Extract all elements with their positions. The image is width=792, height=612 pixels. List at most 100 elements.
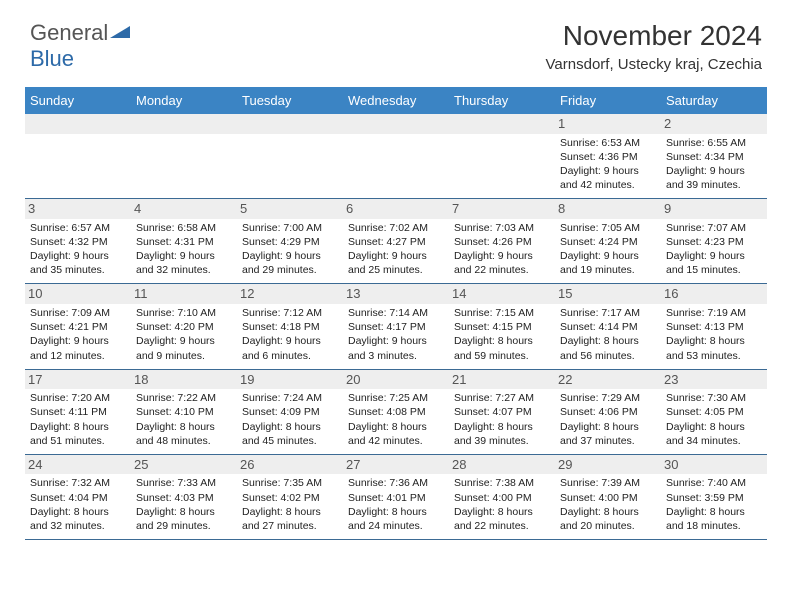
day-number: 25	[131, 455, 237, 475]
sunset-line: Sunset: 4:24 PM	[560, 235, 656, 249]
sunset-line: Sunset: 4:11 PM	[30, 405, 126, 419]
logo-text: GeneralBlue	[30, 20, 132, 72]
empty-day	[449, 114, 555, 134]
logo-part2: Blue	[30, 46, 74, 71]
day-number: 26	[237, 455, 343, 475]
logo: GeneralBlue	[30, 20, 132, 72]
calendar-cell: 11Sunrise: 7:10 AMSunset: 4:20 PMDayligh…	[131, 284, 237, 368]
calendar-cell: 10Sunrise: 7:09 AMSunset: 4:21 PMDayligh…	[25, 284, 131, 368]
daylight-line: Daylight: 9 hours and 9 minutes.	[136, 334, 232, 362]
header: GeneralBlue November 2024 Varnsdorf, Ust…	[0, 0, 792, 81]
calendar-cell: 13Sunrise: 7:14 AMSunset: 4:17 PMDayligh…	[343, 284, 449, 368]
calendar-cell: 22Sunrise: 7:29 AMSunset: 4:06 PMDayligh…	[555, 370, 661, 454]
day-number: 8	[555, 199, 661, 219]
sunset-line: Sunset: 4:02 PM	[242, 491, 338, 505]
day-number: 24	[25, 455, 131, 475]
sunrise-line: Sunrise: 7:32 AM	[30, 476, 126, 490]
daylight-line: Daylight: 8 hours and 22 minutes.	[454, 505, 550, 533]
daylight-line: Daylight: 8 hours and 18 minutes.	[666, 505, 762, 533]
day-header-cell: Tuesday	[237, 87, 343, 114]
calendar-cell: 19Sunrise: 7:24 AMSunset: 4:09 PMDayligh…	[237, 370, 343, 454]
day-number: 17	[25, 370, 131, 390]
sunset-line: Sunset: 4:05 PM	[666, 405, 762, 419]
sunset-line: Sunset: 4:04 PM	[30, 491, 126, 505]
daylight-line: Daylight: 9 hours and 12 minutes.	[30, 334, 126, 362]
sunset-line: Sunset: 4:29 PM	[242, 235, 338, 249]
sunrise-line: Sunrise: 6:57 AM	[30, 221, 126, 235]
daylight-line: Daylight: 9 hours and 6 minutes.	[242, 334, 338, 362]
sunrise-line: Sunrise: 7:35 AM	[242, 476, 338, 490]
calendar-cell: 3Sunrise: 6:57 AMSunset: 4:32 PMDaylight…	[25, 199, 131, 283]
calendar-week: 1Sunrise: 6:53 AMSunset: 4:36 PMDaylight…	[25, 114, 767, 199]
daylight-line: Daylight: 9 hours and 39 minutes.	[666, 164, 762, 192]
sunset-line: Sunset: 4:27 PM	[348, 235, 444, 249]
sunset-line: Sunset: 4:36 PM	[560, 150, 656, 164]
daylight-line: Daylight: 9 hours and 29 minutes.	[242, 249, 338, 277]
day-number: 10	[25, 284, 131, 304]
sunrise-line: Sunrise: 7:38 AM	[454, 476, 550, 490]
calendar-cell: 12 Sunrise: 7:12 AMSunset: 4:18 PMDayligh…	[237, 284, 343, 368]
calendar-week: 3Sunrise: 6:57 AMSunset: 4:32 PMDaylight…	[25, 199, 767, 284]
sunset-line: Sunset: 4:32 PM	[30, 235, 126, 249]
sunrise-line: Sunrise: 6:55 AM	[666, 136, 762, 150]
day-number: 12	[237, 284, 343, 304]
day-number: 21	[449, 370, 555, 390]
daylight-line: Daylight: 8 hours and 29 minutes.	[136, 505, 232, 533]
sunrise-line: Sunrise: 7:22 AM	[136, 391, 232, 405]
sunset-line: Sunset: 4:18 PM	[242, 320, 338, 334]
sunrise-line: Sunrise: 7:14 AM	[348, 306, 444, 320]
daylight-line: Daylight: 8 hours and 48 minutes.	[136, 420, 232, 448]
daylight-line: Daylight: 9 hours and 32 minutes.	[136, 249, 232, 277]
sunset-line: Sunset: 4:15 PM	[454, 320, 550, 334]
daylight-line: Daylight: 8 hours and 56 minutes.	[560, 334, 656, 362]
daylight-line: Daylight: 8 hours and 20 minutes.	[560, 505, 656, 533]
sunrise-line: Sunrise: 6:58 AM	[136, 221, 232, 235]
calendar-cell: 8Sunrise: 7:05 AMSunset: 4:24 PMDaylight…	[555, 199, 661, 283]
sunset-line: Sunset: 4:09 PM	[242, 405, 338, 419]
daylight-line: Daylight: 8 hours and 32 minutes.	[30, 505, 126, 533]
daylight-line: Daylight: 9 hours and 15 minutes.	[666, 249, 762, 277]
title-block: November 2024 Varnsdorf, Ustecky kraj, C…	[546, 20, 762, 73]
daylight-line: Daylight: 8 hours and 53 minutes.	[666, 334, 762, 362]
day-header-cell: Sunday	[25, 87, 131, 114]
day-header-cell: Wednesday	[343, 87, 449, 114]
calendar-cell: 27Sunrise: 7:36 AMSunset: 4:01 PMDayligh…	[343, 455, 449, 539]
calendar-cell: 26Sunrise: 7:35 AMSunset: 4:02 PMDayligh…	[237, 455, 343, 539]
sunrise-line: Sunrise: 7:33 AM	[136, 476, 232, 490]
sunset-line: Sunset: 4:01 PM	[348, 491, 444, 505]
day-number: 15	[555, 284, 661, 304]
sunrise-line: Sunrise: 7:29 AM	[560, 391, 656, 405]
daylight-line: Daylight: 9 hours and 19 minutes.	[560, 249, 656, 277]
calendar-cell	[25, 114, 131, 198]
daylight-line: Daylight: 8 hours and 24 minutes.	[348, 505, 444, 533]
calendar-cell	[449, 114, 555, 198]
day-number: 6	[343, 199, 449, 219]
sunrise-line: Sunrise: 7:25 AM	[348, 391, 444, 405]
calendar-cell: 20Sunrise: 7:25 AMSunset: 4:08 PMDayligh…	[343, 370, 449, 454]
sunrise-line: Sunrise: 7:12 AM	[242, 306, 338, 320]
day-number: 23	[661, 370, 767, 390]
day-number: 4	[131, 199, 237, 219]
sunset-line: Sunset: 4:13 PM	[666, 320, 762, 334]
sunrise-line: Sunrise: 7:20 AM	[30, 391, 126, 405]
day-header-cell: Friday	[555, 87, 661, 114]
sunrise-line: Sunrise: 7:15 AM	[454, 306, 550, 320]
sunrise-line: Sunrise: 7:17 AM	[560, 306, 656, 320]
day-number: 30	[661, 455, 767, 475]
sunrise-line: Sunrise: 7:00 AM	[242, 221, 338, 235]
day-header-cell: Monday	[131, 87, 237, 114]
day-number: 16	[661, 284, 767, 304]
day-header-row: SundayMondayTuesdayWednesdayThursdayFrid…	[25, 87, 767, 114]
calendar-cell: 4Sunrise: 6:58 AMSunset: 4:31 PMDaylight…	[131, 199, 237, 283]
month-title: November 2024	[546, 20, 762, 52]
daylight-line: Daylight: 8 hours and 45 minutes.	[242, 420, 338, 448]
day-number: 1	[555, 114, 661, 134]
sunset-line: Sunset: 4:08 PM	[348, 405, 444, 419]
sunrise-line: Sunrise: 7:36 AM	[348, 476, 444, 490]
calendar-cell: 23Sunrise: 7:30 AMSunset: 4:05 PMDayligh…	[661, 370, 767, 454]
sunset-line: Sunset: 4:23 PM	[666, 235, 762, 249]
calendar-cell: 9Sunrise: 7:07 AMSunset: 4:23 PMDaylight…	[661, 199, 767, 283]
day-number: 22	[555, 370, 661, 390]
day-number: 14	[449, 284, 555, 304]
empty-day	[25, 114, 131, 134]
